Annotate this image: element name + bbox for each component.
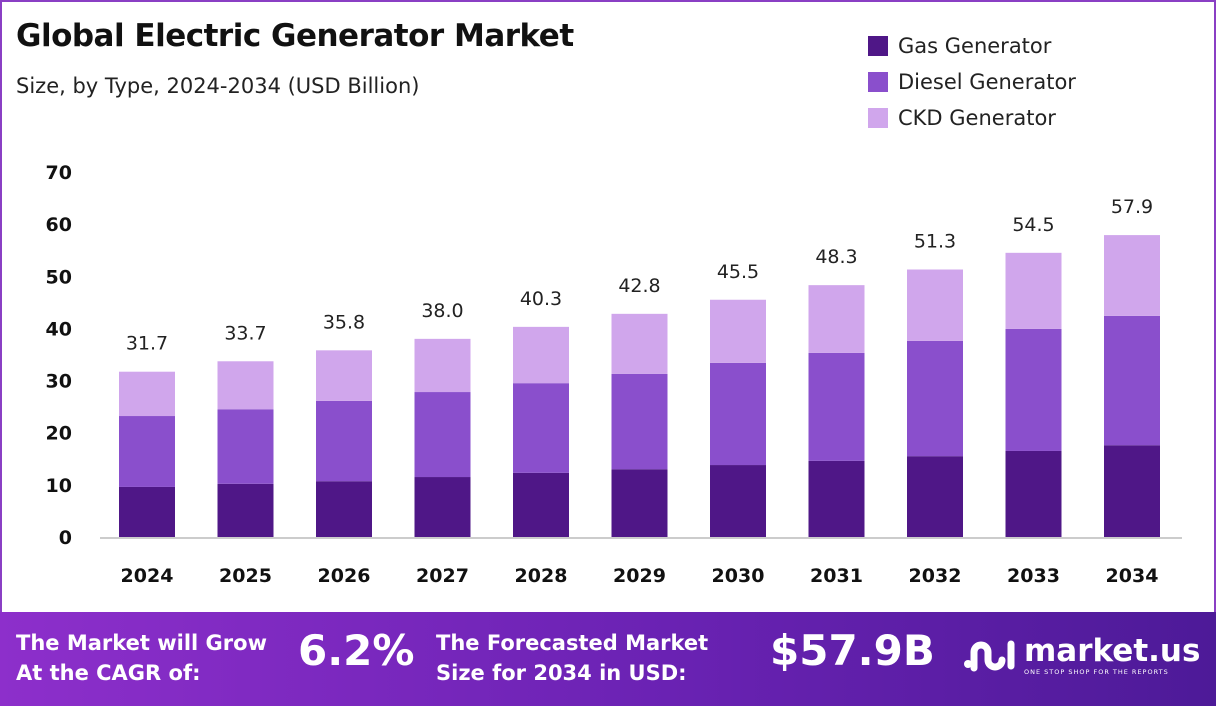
bar-segment <box>611 313 668 374</box>
x-tick-label: 2034 <box>1106 565 1159 587</box>
legend-item-diesel: Diesel Generator <box>868 64 1076 100</box>
total-label: 57.9 <box>1111 196 1153 218</box>
y-tick-label: 10 <box>46 475 72 497</box>
legend-label: Gas Generator <box>898 34 1052 58</box>
bar-segment <box>1104 235 1160 316</box>
x-tick-label: 2031 <box>810 565 863 587</box>
bar-segment <box>1104 445 1160 537</box>
bar-segment <box>316 400 372 482</box>
summary-banner: The Market will Grow At the CAGR of: 6.2… <box>0 612 1216 706</box>
bar-segment <box>710 362 766 466</box>
bar-segment <box>1005 450 1062 537</box>
bar-segment <box>611 373 668 470</box>
cagr-value: 6.2% <box>298 626 415 675</box>
legend-swatch <box>868 72 888 92</box>
x-tick-label: 2029 <box>613 565 666 587</box>
total-label: 38.0 <box>421 300 463 322</box>
logo-tagline: ONE STOP SHOP FOR THE REPORTS <box>1024 668 1169 676</box>
y-tick-label: 30 <box>46 371 72 393</box>
bar-segment <box>217 483 274 537</box>
total-label: 35.8 <box>323 311 365 333</box>
bar-segment <box>119 371 175 417</box>
chart-plot: 01020304050607031.7202433.7202535.820263… <box>46 162 1182 587</box>
legend: Gas Generator Diesel Generator CKD Gener… <box>868 28 1076 136</box>
bar-segment <box>710 299 766 363</box>
legend-label: Diesel Generator <box>898 70 1076 94</box>
bar-segment <box>907 269 963 341</box>
market-us-logo: market.us ONE STOP SHOP FOR THE REPORTS <box>962 634 1200 678</box>
x-tick-label: 2025 <box>219 565 272 587</box>
x-tick-label: 2033 <box>1007 565 1060 587</box>
y-tick-label: 0 <box>59 527 72 549</box>
bar-segment <box>316 481 372 537</box>
total-label: 51.3 <box>914 231 956 253</box>
x-tick-label: 2030 <box>712 565 765 587</box>
bar-segment <box>513 472 569 537</box>
legend-item-gas: Gas Generator <box>868 28 1076 64</box>
total-label: 45.5 <box>717 261 759 283</box>
bar-segment <box>907 340 963 457</box>
chart-subtitle: Size, by Type, 2024-2034 (USD Billion) <box>16 74 420 98</box>
legend-swatch <box>868 36 888 56</box>
cagr-label: The Market will Grow At the CAGR of: <box>16 631 267 685</box>
total-label: 40.3 <box>520 288 562 310</box>
chart-title: Global Electric Generator Market <box>16 18 574 54</box>
y-tick-label: 40 <box>46 318 72 340</box>
total-label: 33.7 <box>224 322 266 344</box>
forecast-value: $57.9B <box>770 626 935 675</box>
total-label: 48.3 <box>815 246 857 268</box>
y-tick-label: 20 <box>46 423 72 445</box>
x-tick-label: 2027 <box>416 565 469 587</box>
bar-segment <box>1005 328 1062 451</box>
legend-label: CKD Generator <box>898 106 1056 130</box>
bar-segment <box>907 456 963 537</box>
bar-segment <box>808 285 865 353</box>
bar-segment <box>414 477 471 537</box>
bar-segment <box>316 350 372 401</box>
y-tick-label: 70 <box>46 162 72 184</box>
x-tick-label: 2026 <box>318 565 371 587</box>
bar-segment <box>414 392 471 478</box>
bar-segment <box>611 469 668 537</box>
bar-segment <box>217 361 274 410</box>
bar-segment <box>808 352 865 461</box>
y-tick-label: 50 <box>46 266 72 288</box>
total-label: 54.5 <box>1012 214 1054 236</box>
x-tick-label: 2032 <box>909 565 962 587</box>
logo-name: market.us <box>1024 633 1201 669</box>
forecast-label: The Forecasted Market Size for 2034 in U… <box>436 631 709 685</box>
bar-segment <box>1104 315 1160 446</box>
bar-segment <box>513 326 569 384</box>
bar-segment <box>119 486 175 537</box>
bar-segment <box>217 409 274 484</box>
bar-segment <box>808 460 865 537</box>
x-tick-label: 2024 <box>121 565 174 587</box>
legend-swatch <box>868 108 888 128</box>
x-tick-label: 2028 <box>515 565 568 587</box>
bar-segment <box>513 383 569 473</box>
logo-icon <box>964 640 1015 672</box>
bar-segment <box>414 338 471 393</box>
total-label: 42.8 <box>618 275 660 297</box>
legend-item-ckd: CKD Generator <box>868 100 1076 136</box>
total-label: 31.7 <box>126 333 168 355</box>
bar-segment <box>1005 252 1062 329</box>
y-tick-label: 60 <box>46 214 72 236</box>
bar-segment <box>119 416 175 487</box>
bar-segment <box>710 465 766 537</box>
